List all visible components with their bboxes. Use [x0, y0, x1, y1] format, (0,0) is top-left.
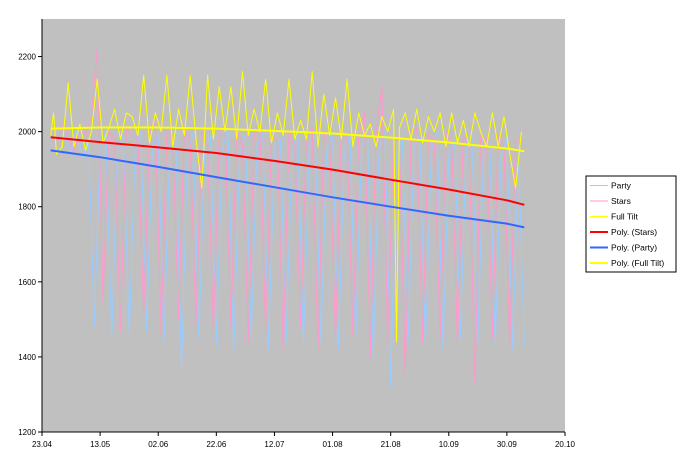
series-layer — [50, 48, 525, 388]
x-tick-label: 23.04 — [32, 440, 53, 449]
legend-label-1: Stars — [611, 196, 631, 206]
y-tick-label: 2200 — [18, 53, 36, 62]
legend-label-2: Full Tilt — [611, 212, 639, 222]
series-line-5 — [50, 126, 525, 153]
x-tick-label: 21.08 — [381, 440, 402, 449]
y-tick-label: 1600 — [18, 278, 36, 287]
x-tick-label: 13.05 — [90, 440, 111, 449]
legend-label-0: Party — [611, 181, 632, 191]
x-tick-label: 30.09 — [497, 440, 518, 449]
legend-box — [585, 175, 677, 273]
x-tick-label: 02.06 — [148, 440, 169, 449]
legend-label-5: Poly. (Full Tilt) — [611, 258, 664, 268]
x-tick-label: 10.09 — [439, 440, 460, 449]
legend-label-3: Poly. (Stars) — [611, 227, 657, 237]
y-tick-label: 1800 — [18, 203, 36, 212]
series-line-2 — [50, 71, 522, 343]
y-tick-label: 2000 — [18, 128, 36, 137]
x-tick-label: 01.08 — [323, 440, 344, 449]
legend: Party Stars Full Tilt Poly. (Stars) Poly. (P… — [585, 175, 677, 273]
x-tick-label: 22.06 — [206, 440, 227, 449]
series-line-3 — [50, 136, 525, 206]
series-line-4 — [50, 149, 525, 229]
series-line-0 — [58, 127, 525, 388]
y-tick-label: 1200 — [18, 428, 36, 437]
y-tick-label: 1400 — [18, 353, 36, 362]
axes-layer: 1200 1400 1600 1800 2000 2200 23.04 13.05 02.06 2… — [18, 19, 576, 449]
x-tick-label: 20.10 — [555, 440, 576, 449]
legend-label-4: Poly. (Party) — [611, 243, 657, 253]
x-tick-label: 12.07 — [264, 440, 285, 449]
